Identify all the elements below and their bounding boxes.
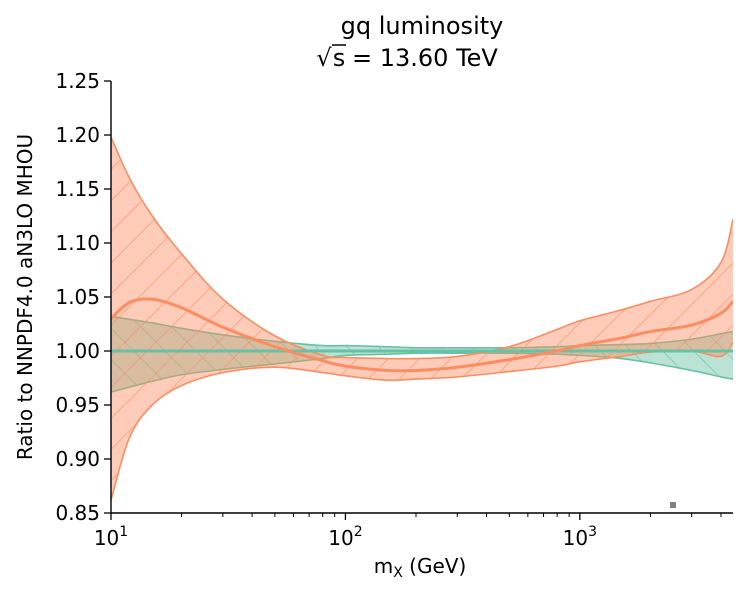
series-line-orange bbox=[111, 297, 733, 373]
x-axis-label: mX (GeV) bbox=[374, 554, 467, 581]
y-tick-label: 1.15 bbox=[55, 177, 100, 201]
band-upper-edge bbox=[111, 136, 733, 360]
chart-subtitle: √ s = 13.60 TeV bbox=[316, 44, 498, 72]
x-axis-label-sub: X bbox=[393, 565, 403, 581]
x-axis-label-main: m bbox=[374, 554, 393, 578]
subtitle-sqrt-symbol: √ bbox=[316, 44, 332, 72]
plot-area bbox=[111, 136, 733, 501]
band-hatch bbox=[111, 137, 733, 501]
y-tick-label: 1.25 bbox=[55, 69, 100, 93]
x-tick-label: 102 bbox=[328, 524, 362, 550]
y-tick-label: 1.20 bbox=[55, 123, 100, 147]
y-tick-label: 0.90 bbox=[55, 447, 100, 471]
x-ticks: 101 102 103 bbox=[94, 513, 722, 550]
y-tick-label: 0.95 bbox=[55, 393, 100, 417]
svg-text:mX (GeV): mX (GeV) bbox=[374, 554, 467, 581]
y-tick-label: 1.00 bbox=[55, 339, 100, 363]
chart-title: gq luminosity bbox=[341, 12, 504, 40]
watermark-dot bbox=[670, 502, 676, 508]
x-tick-label: 101 bbox=[94, 524, 128, 550]
y-tick-label: 1.10 bbox=[55, 231, 100, 255]
y-ticks: 0.85 0.90 0.95 1.00 1.05 1.10 1.15 1.20 1.25 bbox=[55, 69, 111, 525]
y-tick-label: 0.85 bbox=[55, 501, 100, 525]
subtitle-root-text: s bbox=[333, 44, 346, 72]
x-axis-label-unit: (GeV) bbox=[409, 554, 466, 578]
y-axis-label: Ratio to NNPDF4.0 aN3LO MHOU bbox=[13, 134, 37, 460]
x-tick-label: 103 bbox=[563, 524, 597, 550]
y-tick-label: 1.05 bbox=[55, 285, 100, 309]
series-band-orange bbox=[111, 136, 733, 501]
subtitle-value: = 13.60 TeV bbox=[352, 44, 498, 72]
